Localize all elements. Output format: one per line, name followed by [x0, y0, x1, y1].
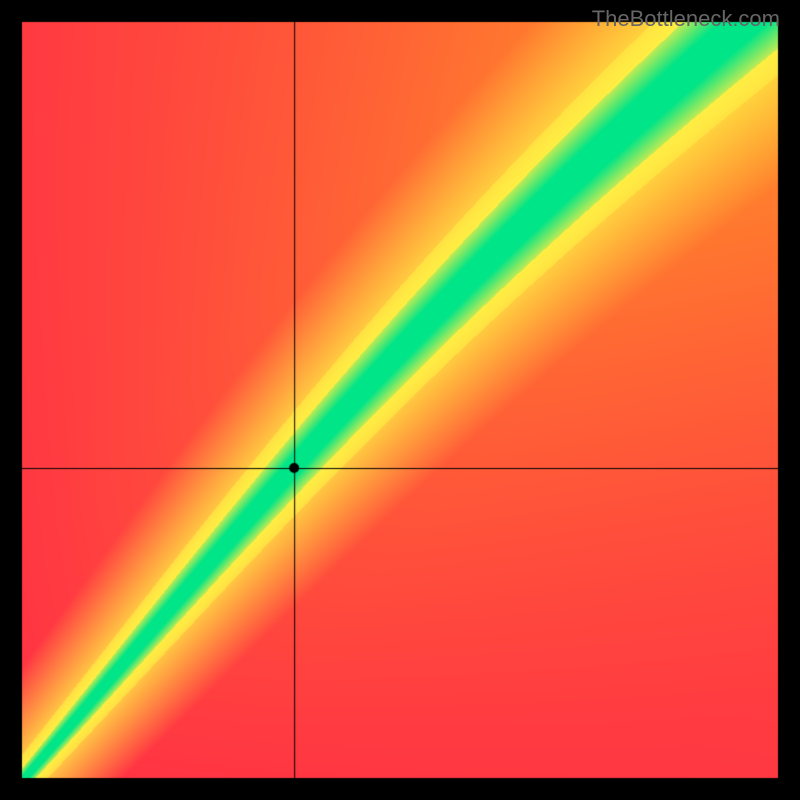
chart-container: TheBottleneck.com: [0, 0, 800, 800]
watermark-text: TheBottleneck.com: [592, 6, 780, 32]
heatmap-canvas: [0, 0, 800, 800]
